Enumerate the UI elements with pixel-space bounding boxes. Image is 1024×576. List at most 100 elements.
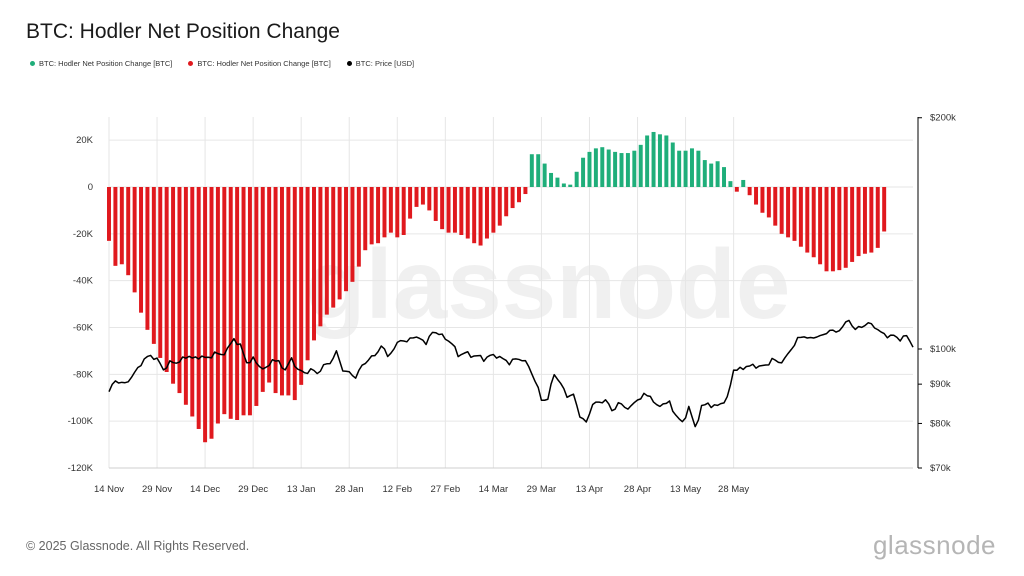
brand-logo: glassnode <box>872 530 996 560</box>
bar <box>350 187 355 282</box>
bar <box>491 187 496 233</box>
bar <box>305 187 310 361</box>
bar <box>549 172 554 187</box>
bar <box>613 151 618 188</box>
bar <box>478 187 483 246</box>
bar <box>196 187 201 429</box>
x-tick-label: 28 May <box>718 484 749 495</box>
bar <box>766 187 771 218</box>
bar <box>715 161 720 187</box>
bar <box>401 187 406 235</box>
x-tick-label: 13 May <box>670 484 701 495</box>
bar <box>709 163 714 187</box>
bar <box>683 150 688 187</box>
bar <box>568 184 573 187</box>
bar <box>882 187 887 232</box>
x-tick-label: 14 Nov <box>94 484 124 495</box>
bar <box>619 153 624 187</box>
bar <box>440 187 445 230</box>
bar <box>542 163 547 187</box>
x-tick-label: 14 Mar <box>479 484 509 495</box>
bar <box>657 134 662 187</box>
bar <box>318 187 323 327</box>
bar <box>696 150 701 187</box>
x-tick-label: 29 Dec <box>238 484 268 495</box>
bar <box>113 187 118 266</box>
bar <box>286 187 291 396</box>
bar <box>670 142 675 187</box>
bar <box>734 187 739 192</box>
bar <box>299 187 304 385</box>
legend-label-positive: BTC: Hodler Net Position Change [BTC] <box>39 59 173 68</box>
bar <box>561 183 566 187</box>
bar <box>420 187 425 205</box>
bar <box>312 187 316 341</box>
bar <box>805 187 810 253</box>
legend-item-negative[interactable]: BTC: Hodler Net Position Change [BTC] <box>188 59 331 68</box>
bar <box>837 187 842 271</box>
bar <box>331 187 336 308</box>
bar <box>818 187 823 265</box>
x-tick-label: 13 Apr <box>576 484 603 495</box>
bar <box>824 187 829 272</box>
bar <box>145 187 150 330</box>
bar <box>850 187 855 262</box>
bar <box>504 187 509 217</box>
y-tick-label-right: $100k <box>930 344 956 355</box>
legend-item-positive[interactable]: BTC: Hodler Net Position Change [BTC] <box>30 59 172 68</box>
bar <box>222 187 227 415</box>
bar <box>433 187 438 221</box>
bar <box>625 153 630 187</box>
bar <box>677 150 682 187</box>
bar <box>183 187 188 405</box>
bar <box>529 154 534 187</box>
bar <box>510 187 515 209</box>
bar <box>119 187 124 265</box>
bar <box>747 187 752 196</box>
legend-dot-positive <box>30 61 35 66</box>
y-tick-label-left: -120K <box>68 463 94 474</box>
bar <box>786 187 791 238</box>
bar <box>869 187 874 253</box>
bar <box>773 187 778 226</box>
legend-item-price[interactable]: BTC: Price [USD] <box>346 59 415 68</box>
bar <box>517 187 521 203</box>
y-tick-label-left: 20K <box>76 135 94 146</box>
bar <box>555 177 560 187</box>
bar <box>465 187 470 239</box>
bar <box>324 187 329 315</box>
bar <box>741 179 746 187</box>
legend-label-price: BTC: Price [USD] <box>355 59 415 68</box>
bar <box>247 187 252 416</box>
bar <box>645 135 650 187</box>
bar <box>203 187 208 443</box>
bar <box>689 148 694 187</box>
bar <box>126 187 131 276</box>
bar <box>754 187 759 205</box>
bar <box>356 187 361 267</box>
x-tick-label: 14 Dec <box>190 484 220 495</box>
bar <box>862 187 867 254</box>
price-series <box>108 319 914 428</box>
bar <box>452 187 457 233</box>
bar <box>798 187 803 247</box>
bar <box>395 187 400 238</box>
y-tick-label-right: $80k <box>930 418 951 429</box>
bar <box>414 187 419 207</box>
bar <box>830 187 835 272</box>
bar <box>581 157 586 187</box>
x-tick-label: 28 Apr <box>624 484 651 495</box>
bar <box>369 187 374 245</box>
bar <box>260 187 265 392</box>
bar-series <box>107 131 887 443</box>
bar <box>376 187 381 244</box>
bar <box>702 160 707 187</box>
bar <box>241 187 246 416</box>
bar <box>292 187 297 401</box>
x-tick-label: 29 Mar <box>527 484 557 495</box>
bar <box>484 187 489 239</box>
bar <box>632 150 637 187</box>
y-tick-label-left: -60K <box>73 323 94 334</box>
bar <box>344 187 349 292</box>
bar <box>267 187 272 383</box>
